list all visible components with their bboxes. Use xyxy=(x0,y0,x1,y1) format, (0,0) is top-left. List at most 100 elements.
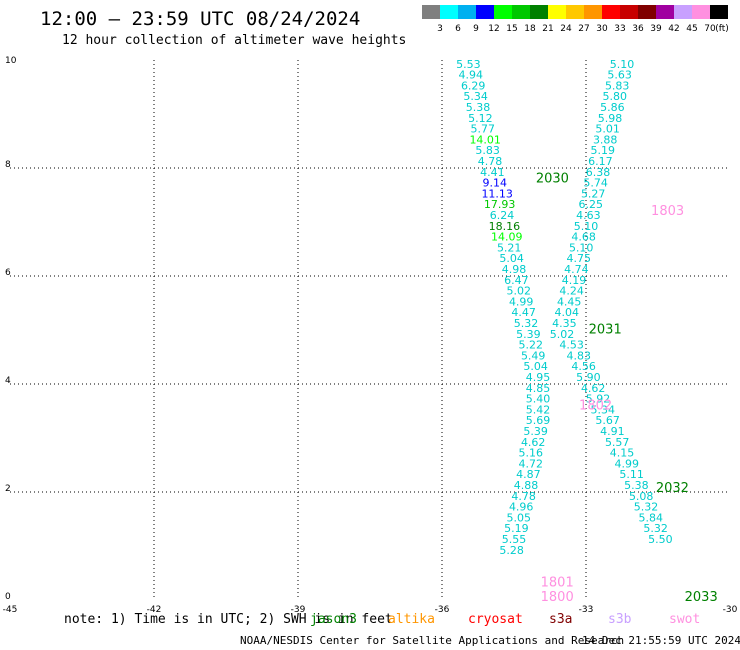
wave-height-point: 6.47 xyxy=(504,274,529,287)
wave-height-point: 17.93 xyxy=(484,198,516,211)
color-scale-label: 27 xyxy=(578,24,589,34)
wave-height-point: 18.16 xyxy=(489,220,521,233)
wave-height-point: 5.40 xyxy=(526,393,551,406)
wave-height-point: 4.94 xyxy=(459,69,484,82)
wave-height-point: 5.19 xyxy=(504,522,529,535)
color-scale-label: 15 xyxy=(506,24,517,34)
color-scale-label: 6 xyxy=(455,24,461,34)
wave-height-point: 4.99 xyxy=(615,457,640,470)
wave-height-point: 5.32 xyxy=(514,317,539,330)
pass-time-label: 2031 xyxy=(589,323,622,338)
pass-time-label: 1803 xyxy=(651,204,684,219)
wave-height-point: 5.67 xyxy=(595,414,620,427)
y-tick-label: 8 xyxy=(5,160,11,170)
wave-height-point: 5.27 xyxy=(581,187,606,200)
wave-height-point: 5.11 xyxy=(619,468,644,481)
color-swatch xyxy=(602,5,620,19)
wave-height-point: 5.08 xyxy=(629,490,654,503)
color-swatch xyxy=(476,5,494,19)
wave-height-point: 4.62 xyxy=(521,436,546,449)
wave-height-point: 11.13 xyxy=(481,187,513,200)
y-tick-label: 0 xyxy=(5,592,11,602)
wave-height-point: 5.04 xyxy=(523,360,548,373)
wave-height-point: 5.50 xyxy=(648,533,673,546)
wave-height-point: 4.24 xyxy=(559,285,584,298)
x-tick-label: -39 xyxy=(291,605,306,615)
y-tick-label: 6 xyxy=(5,268,11,278)
pass-time-label: 1802 xyxy=(579,398,612,413)
color-swatch xyxy=(422,5,440,19)
wave-height-point: 4.98 xyxy=(502,263,527,276)
wave-height-point: 5.38 xyxy=(624,479,649,492)
wave-height-point: 4.56 xyxy=(571,360,596,373)
color-swatch xyxy=(512,5,530,19)
color-scale-label: 33 xyxy=(614,24,625,34)
pass-time-label: 2030 xyxy=(536,172,569,187)
color-swatch xyxy=(674,5,692,19)
color-swatch xyxy=(692,5,710,19)
y-tick-label: 10 xyxy=(5,56,17,66)
color-swatch xyxy=(656,5,674,19)
wave-height-point: 14.01 xyxy=(469,133,501,146)
wave-height-point: 5.86 xyxy=(600,101,625,114)
page-subtitle: 12 hour collection of altimeter wave hei… xyxy=(62,33,407,48)
footer-credit: NOAA/NESDIS Center for Satellite Applica… xyxy=(240,634,625,647)
wave-height-point: 4.68 xyxy=(571,231,596,244)
x-tick-label: -36 xyxy=(435,605,450,615)
satellite-legend-item-altika: altika xyxy=(388,612,435,627)
wave-height-point: 4.47 xyxy=(511,306,536,319)
pass-time-label: 2032 xyxy=(656,481,689,496)
color-scale-legend: 3 6 9 12 15 18 21 24 27 30 33 36 39 42 45 70 (ft) xyxy=(422,5,729,34)
color-swatch xyxy=(440,5,458,19)
color-scale-label: 18 xyxy=(524,24,536,34)
color-scale-label: 45 xyxy=(686,24,697,34)
wave-height-point: 4.87 xyxy=(516,468,541,481)
wave-height-point: 5.05 xyxy=(507,511,532,524)
wave-height-point: 5.16 xyxy=(519,447,544,460)
color-scale-label: 3 xyxy=(437,24,443,34)
wave-height-point: 5.55 xyxy=(502,533,527,546)
wave-height-point: 5.84 xyxy=(639,511,664,524)
wave-height-point: 5.04 xyxy=(499,252,524,265)
x-tick-label: -42 xyxy=(147,605,162,615)
wave-height-point: 5.01 xyxy=(595,123,620,136)
satellite-legend-item-cryosat: cryosat xyxy=(468,612,523,627)
wave-height-point: 4.15 xyxy=(610,447,635,460)
wave-height-point: 6.17 xyxy=(588,155,613,168)
page-title: 12:00 – 23:59 UTC 08/24/2024 xyxy=(40,8,361,30)
wave-height-point: 5.53 xyxy=(456,58,481,71)
wave-height-point: 4.88 xyxy=(514,479,539,492)
wave-height-point: 5.39 xyxy=(516,328,541,341)
color-swatch xyxy=(530,5,548,19)
color-scale-label: 39 xyxy=(650,24,662,34)
wave-height-point: 4.41 xyxy=(480,166,505,179)
wave-height-point: 3.88 xyxy=(593,133,618,146)
wave-height-point: 5.57 xyxy=(605,436,630,449)
pass-time-label: 2033 xyxy=(685,590,718,605)
color-scale-label: 24 xyxy=(560,24,572,34)
wave-height-point: 4.35 xyxy=(552,317,577,330)
wave-height-point: 5.63 xyxy=(607,69,632,82)
y-tick-label: 4 xyxy=(5,376,11,386)
wave-height-point: 4.74 xyxy=(564,263,589,276)
wave-height-point: 5.19 xyxy=(591,144,616,157)
color-scale-label: 9 xyxy=(473,24,479,34)
wave-height-point: 4.78 xyxy=(478,155,503,168)
wave-height-point: 4.85 xyxy=(526,382,551,395)
wave-height-point: 4.99 xyxy=(509,295,534,308)
wave-height-point: 4.83 xyxy=(567,349,592,362)
pass-time-label: 1800 xyxy=(541,590,574,605)
chart-grid xyxy=(10,60,730,600)
wave-height-point: 5.34 xyxy=(591,403,616,416)
x-tick-label: -33 xyxy=(579,605,594,615)
wave-height-point: 6.24 xyxy=(490,209,515,222)
wave-height-point: 5.32 xyxy=(643,522,668,535)
wave-height-point: 5.22 xyxy=(519,339,544,352)
wave-height-point: 6.25 xyxy=(579,198,604,211)
color-swatch xyxy=(566,5,584,19)
wave-height-point: 4.91 xyxy=(600,425,625,438)
wave-height-point: 5.42 xyxy=(526,403,551,416)
wave-height-point: 6.38 xyxy=(586,166,611,179)
